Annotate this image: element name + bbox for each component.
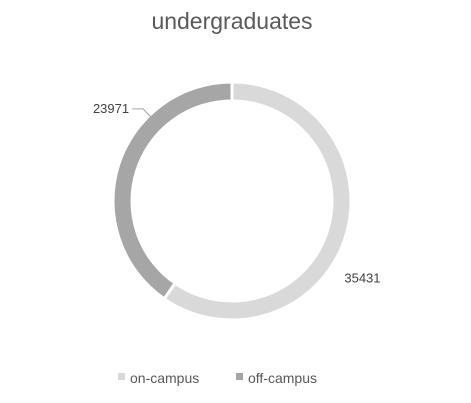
chart-title: undergraduates bbox=[151, 8, 312, 34]
slice-on-campus bbox=[162, 80, 353, 322]
data-label-off-campus: 23971 bbox=[93, 101, 129, 116]
slice-off-campus bbox=[111, 80, 234, 301]
legend-swatch-off-campus bbox=[236, 373, 243, 380]
legend-label-off-campus: off-campus bbox=[248, 370, 317, 386]
legend-label-on-campus: on-campus bbox=[130, 370, 199, 386]
slices-group bbox=[111, 80, 353, 322]
data-label-on-campus: 35431 bbox=[344, 270, 380, 285]
legend-item-on-campus: on-campus bbox=[118, 370, 199, 386]
leader-line-off-campus bbox=[132, 108, 153, 119]
leader-lines-group bbox=[132, 108, 153, 119]
data-labels-group: 35431 23971 bbox=[93, 101, 381, 286]
legend-item-off-campus: off-campus bbox=[236, 370, 317, 386]
legend-swatch-on-campus bbox=[118, 373, 125, 380]
legend: on-campus off-campus bbox=[118, 370, 317, 386]
